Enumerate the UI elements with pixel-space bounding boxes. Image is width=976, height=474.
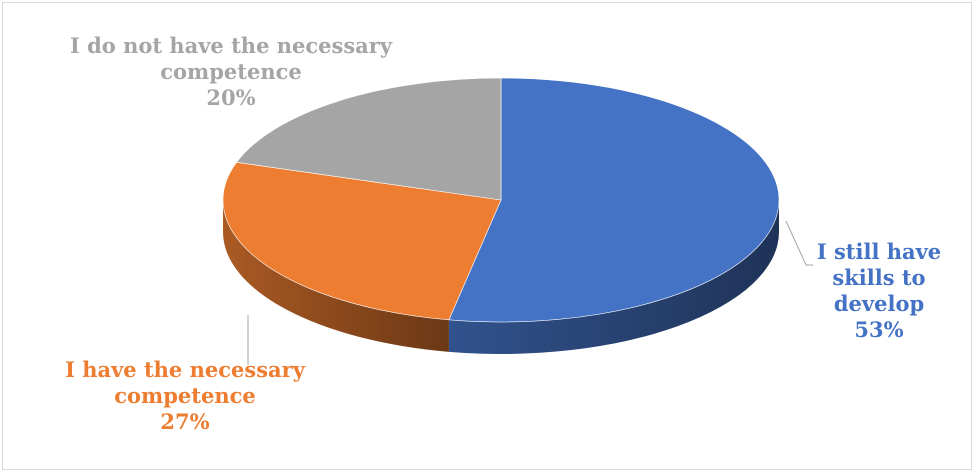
data-label-0: I still have skills to develop 53% (817, 239, 941, 342)
data-label-2-line-2: 20% (206, 85, 255, 110)
pie-side-1 (223, 200, 449, 352)
pie-slice-1 (222, 161, 502, 321)
pie-slice-2 (236, 77, 502, 201)
data-label-0-line-0: I still have (817, 239, 941, 264)
data-label-2-line-1: competence (160, 59, 302, 84)
pie-slice-0 (448, 77, 780, 323)
pie-side-0 (448, 200, 779, 354)
data-label-1-line-2: 27% (160, 409, 209, 434)
data-label-0-line-3: 53% (854, 317, 903, 342)
pie-chart: I still have skills to develop 53% I have th… (65, 33, 941, 434)
data-label-2: I do not have the necessary competence 20% (70, 33, 393, 110)
pie-side-walls (223, 200, 779, 354)
data-label-1-line-1: competence (114, 383, 256, 408)
data-label-1: I have the necessary competence 27% (65, 357, 306, 434)
data-label-2-line-0: I do not have the necessary (70, 33, 393, 58)
data-label-1-line-0: I have the necessary (65, 357, 306, 382)
data-label-0-line-2: develop (834, 291, 924, 316)
data-label-0-line-1: skills to (832, 265, 925, 290)
leader-line-0 (785, 220, 813, 266)
